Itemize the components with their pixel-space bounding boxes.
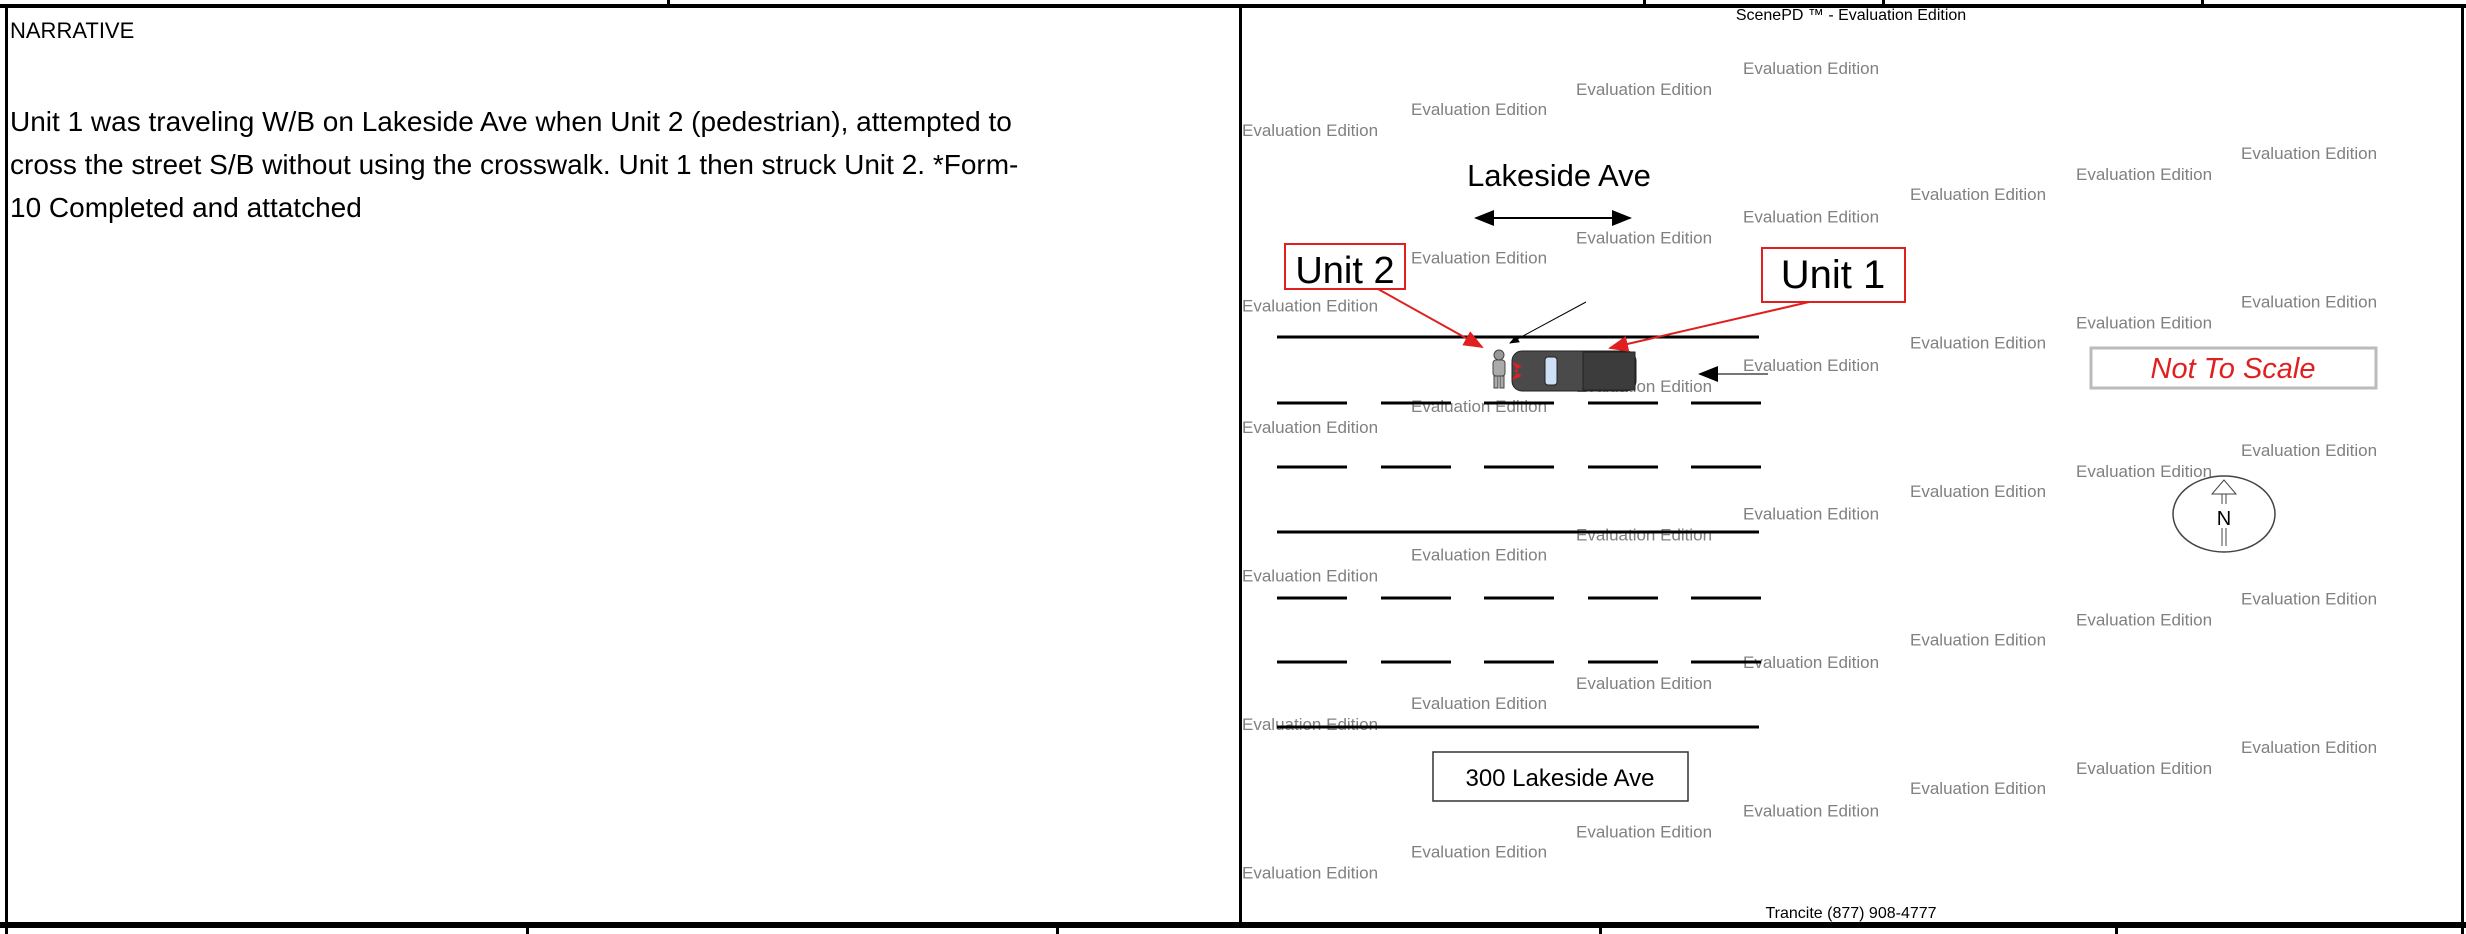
watermark-text: Evaluation Edition — [1743, 802, 1879, 821]
left-border — [5, 4, 8, 934]
watermark-text: Evaluation Edition — [1411, 694, 1547, 713]
diagram-footer: Trancite (877) 908-4777 — [1765, 905, 1936, 922]
watermark-text: Evaluation Edition — [1910, 631, 2046, 650]
bottom-border — [0, 922, 2466, 928]
watermark-text: Evaluation Edition — [1910, 482, 2046, 501]
watermark-text: Evaluation Edition — [1743, 505, 1879, 524]
watermark-text: Evaluation Edition — [2241, 144, 2377, 163]
watermark-text: Evaluation Edition — [1743, 356, 1879, 375]
unit2-label: Unit 2 — [1295, 250, 1394, 292]
watermark-text: Evaluation Edition — [1411, 100, 1547, 119]
watermark-text: Evaluation Edition — [1411, 397, 1547, 416]
pedestrian-icon — [1492, 349, 1506, 389]
watermark-text: Evaluation Edition — [1743, 208, 1879, 227]
watermark-text: Evaluation Edition — [1910, 185, 2046, 204]
road — [1277, 335, 1761, 729]
top-divider — [667, 0, 670, 5]
bottom-divider — [1599, 926, 1602, 934]
watermark-text: Evaluation Edition — [2241, 590, 2377, 609]
watermark-text: Evaluation Edition — [1576, 526, 1712, 545]
watermark-text: Evaluation Edition — [1576, 229, 1712, 248]
narrative-text: Unit 1 was traveling W/B on Lakeside Ave… — [10, 100, 1232, 229]
bottom-divider — [2115, 926, 2118, 934]
top-divider — [2201, 0, 2204, 5]
watermark-text: Evaluation Edition — [1242, 715, 1378, 734]
scale-note-box — [2089, 346, 2378, 390]
bottom-divider — [1056, 926, 1059, 934]
watermark-text: Evaluation Edition — [2241, 293, 2377, 312]
watermark-text: Evaluation Edition — [1743, 59, 1879, 78]
watermark-text: Evaluation Edition — [1411, 843, 1547, 862]
watermark-text: Evaluation Edition — [1242, 297, 1378, 316]
unit1-callout-box — [1761, 247, 1906, 303]
vehicle-icon — [1511, 350, 1637, 392]
watermark-text: Evaluation Edition — [2241, 738, 2377, 757]
watermark-text: Evaluation Edition — [2076, 611, 2212, 630]
pointer-arrow — [1509, 301, 1587, 344]
north-label: N — [2217, 508, 2231, 530]
watermark-text: Evaluation Edition — [1576, 80, 1712, 99]
address-label: 300 Lakeside Ave — [1465, 765, 1654, 792]
watermark-text: Evaluation Edition — [1411, 546, 1547, 565]
watermark-text: Evaluation Edition — [1910, 334, 2046, 353]
unit1-callout-arrow — [1608, 301, 1810, 352]
narrative-line: 10 Completed and attatched — [10, 192, 362, 223]
watermark-text: Evaluation Edition — [1242, 567, 1378, 586]
unit2-callout-box — [1284, 243, 1406, 290]
watermark-text: Evaluation Edition — [1743, 653, 1879, 672]
scale-note: Not To Scale — [2151, 353, 2316, 385]
address-box — [1432, 751, 1689, 802]
watermark-text: Evaluation Edition — [1910, 779, 2046, 798]
watermark-text: Evaluation Edition — [2076, 759, 2212, 778]
right-border — [2461, 4, 2464, 934]
narrative-heading: NARRATIVE — [10, 18, 135, 43]
impact-icon — [1512, 362, 1522, 380]
section-divider — [1239, 4, 1242, 927]
watermark-text: Evaluation Edition — [1242, 418, 1378, 437]
top-border — [0, 4, 2466, 8]
watermark-layer: Evaluation Edition Evaluation Edition Eval… — [1242, 59, 2377, 883]
watermark-text: Evaluation Edition — [2076, 462, 2212, 481]
watermark-text: Evaluation Edition — [1576, 674, 1712, 693]
narrative-line: cross the street S/B without using the c… — [10, 149, 1019, 180]
watermark-text: Evaluation Edition — [1242, 121, 1378, 140]
street-label: Lakeside Ave — [1467, 158, 1651, 193]
watermark-text: Evaluation Edition — [2076, 165, 2212, 184]
north-arrow-icon: N — [2172, 475, 2276, 553]
top-divider — [1643, 0, 1646, 5]
watermark-text: Evaluation Edition — [2241, 441, 2377, 460]
unit1-label: Unit 1 — [1781, 253, 1886, 297]
unit2-callout-arrow — [1377, 288, 1484, 348]
top-divider — [1882, 0, 1885, 5]
watermark-text: Evaluation Edition — [1411, 249, 1547, 268]
watermark-text: Evaluation Edition — [1576, 823, 1712, 842]
watermark-text: Evaluation Edition — [2076, 314, 2212, 333]
watermark-text: Evaluation Edition — [1242, 864, 1378, 883]
bottom-divider — [526, 926, 529, 934]
narrative-line: Unit 1 was traveling W/B on Lakeside Ave… — [10, 106, 1012, 137]
diagram-header: ScenePD ™ - Evaluation Edition — [1736, 7, 1966, 24]
